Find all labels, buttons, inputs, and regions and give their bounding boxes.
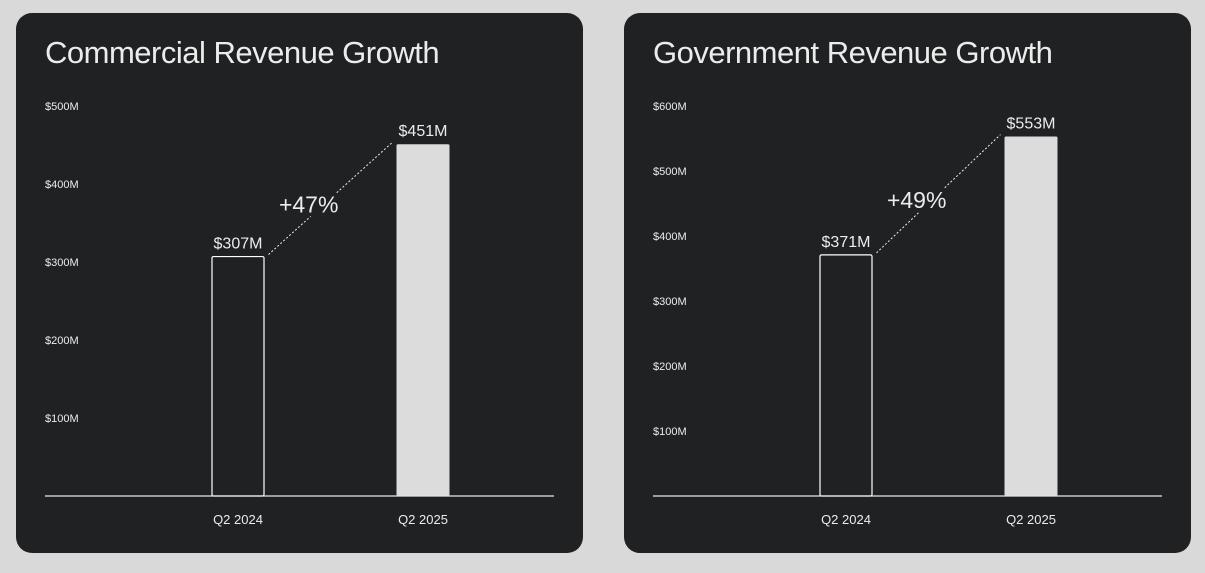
y-tick-label: $300M [653,296,687,308]
x-tick-label: Q2 2025 [1006,512,1056,527]
government-revenue-chart: $100M $200M $300M $400M $500M $600M $371M Q2 20… [653,101,1162,527]
y-tick-label: $500M [45,101,79,113]
commercial-revenue-chart: $100M $200M $300M $400M $500M $307M Q2 2024 $45… [45,101,554,527]
growth-connector-line [268,215,311,255]
y-tick-label: $100M [653,426,687,438]
y-tick-label: $200M [45,335,79,347]
chart-title: Commercial Revenue Growth [45,35,440,70]
value-label: $371M [822,234,871,251]
x-tick-label: Q2 2024 [213,512,263,527]
chart-title: Government Revenue Growth [653,35,1053,70]
commercial-revenue-card: Commercial Revenue Growth $100M $200M $300… [16,13,583,553]
y-tick-label: $300M [45,257,79,269]
value-label: $553M [1007,116,1056,133]
y-tick-label: $500M [653,166,687,178]
bar [1004,136,1058,497]
value-label: $451M [399,123,448,140]
x-tick-label: Q2 2025 [398,512,448,527]
growth-connector-line [944,134,1001,189]
growth-label: +47% [279,192,338,218]
y-tick-label: $600M [653,101,687,113]
bar [819,254,873,497]
value-label: $307M [214,236,263,253]
bar [396,144,450,496]
y-tick-label: $100M [45,413,79,425]
bar [211,255,265,497]
y-tick-label: $200M [653,361,687,373]
growth-label: +49% [887,187,946,213]
growth-connector-line [876,212,920,254]
y-tick-label: $400M [653,231,687,243]
y-tick-label: $400M [45,179,79,191]
growth-connector-line [336,141,393,194]
government-revenue-card: Government Revenue Growth $100M $200M $300… [624,13,1191,553]
x-tick-label: Q2 2024 [821,512,871,527]
